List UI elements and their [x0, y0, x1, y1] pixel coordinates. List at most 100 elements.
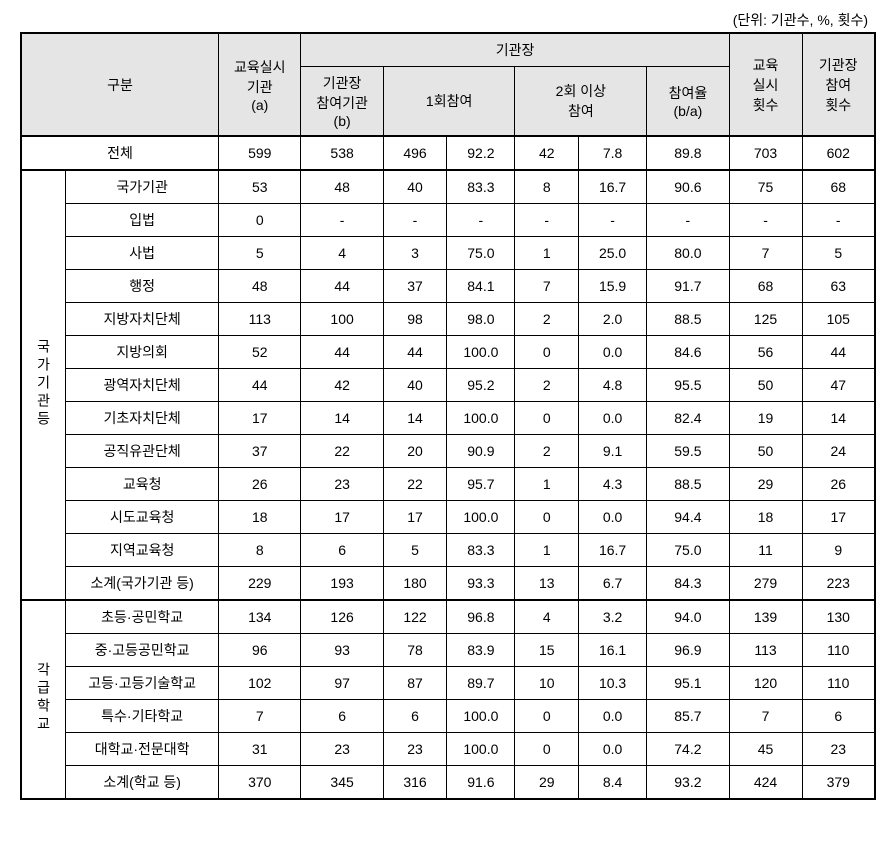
cell-c2: 83.9	[447, 634, 515, 667]
row-label: 지방자치단체	[66, 303, 219, 336]
cell-e: 94.0	[647, 600, 729, 634]
cell-d2: 0.0	[578, 501, 646, 534]
cell-b: -	[301, 204, 383, 237]
cell-e: 91.7	[647, 270, 729, 303]
cell-c2: 92.2	[447, 136, 515, 170]
cell-d1: 0	[515, 733, 579, 766]
cell-d1: 8	[515, 170, 579, 204]
header-col-a: 교육실시 기관 (a)	[219, 33, 301, 136]
cell-d1: 0	[515, 402, 579, 435]
cell-e: 59.5	[647, 435, 729, 468]
cell-c2: 75.0	[447, 237, 515, 270]
cell-c2: 98.0	[447, 303, 515, 336]
cell-g: 63	[802, 270, 875, 303]
cell-a: 17	[219, 402, 301, 435]
header-col-b: 기관장 참여기관 (b)	[301, 67, 383, 137]
table-row: 지역교육청86583.3116.775.0119	[21, 534, 875, 567]
cell-a: 7	[219, 700, 301, 733]
row-label: 기초자치단체	[66, 402, 219, 435]
cell-c2: 83.3	[447, 534, 515, 567]
header-col-f: 교육 실시 횟수	[729, 33, 802, 136]
cell-b: 6	[301, 534, 383, 567]
cell-g: -	[802, 204, 875, 237]
cell-f: 45	[729, 733, 802, 766]
cell-e: 84.6	[647, 336, 729, 369]
cell-d2: 15.9	[578, 270, 646, 303]
cell-c2: 90.9	[447, 435, 515, 468]
cell-c1: 180	[383, 567, 447, 601]
cell-a: 26	[219, 468, 301, 501]
table-row: 행정48443784.1715.991.76863	[21, 270, 875, 303]
cell-f: 125	[729, 303, 802, 336]
cell-a: 113	[219, 303, 301, 336]
cell-a: 52	[219, 336, 301, 369]
cell-d2: 9.1	[578, 435, 646, 468]
cell-d2: 0.0	[578, 336, 646, 369]
cell-g: 9	[802, 534, 875, 567]
cell-d2: -	[578, 204, 646, 237]
cell-f: 279	[729, 567, 802, 601]
cell-c2: 100.0	[447, 733, 515, 766]
cell-c1: 22	[383, 468, 447, 501]
cell-e: 90.6	[647, 170, 729, 204]
cell-a: 134	[219, 600, 301, 634]
table-row: 고등·고등기술학교102978789.71010.395.1120110	[21, 667, 875, 700]
cell-b: 193	[301, 567, 383, 601]
row-label: 소계(학교 등)	[66, 766, 219, 800]
cell-d2: 4.8	[578, 369, 646, 402]
cell-e: 85.7	[647, 700, 729, 733]
cell-a: 370	[219, 766, 301, 800]
cell-b: 126	[301, 600, 383, 634]
table-row: 시도교육청181717100.000.094.41817	[21, 501, 875, 534]
cell-f: 7	[729, 237, 802, 270]
data-table: 구분 교육실시 기관 (a) 기관장 교육 실시 횟수 기관장 참여 횟수 기관…	[20, 32, 876, 800]
cell-f: 75	[729, 170, 802, 204]
row-label: 행정	[66, 270, 219, 303]
row-label: 소계(국가기관 등)	[66, 567, 219, 601]
table-row: 중·고등공민학교96937883.91516.196.9113110	[21, 634, 875, 667]
cell-f: 68	[729, 270, 802, 303]
cell-b: 345	[301, 766, 383, 800]
cell-b: 44	[301, 270, 383, 303]
table-row: 소계(학교 등)37034531691.6298.493.2424379	[21, 766, 875, 800]
cell-e: 89.8	[647, 136, 729, 170]
cell-d1: -	[515, 204, 579, 237]
row-label: 공직유관단체	[66, 435, 219, 468]
group-label-national: 국가기관등	[21, 170, 66, 600]
table-row: 국가기관등국가기관53484083.3816.790.67568	[21, 170, 875, 204]
header-head-group: 기관장	[301, 33, 729, 67]
cell-c1: 20	[383, 435, 447, 468]
cell-f: 19	[729, 402, 802, 435]
cell-d1: 15	[515, 634, 579, 667]
row-label: 중·고등공민학교	[66, 634, 219, 667]
cell-d1: 0	[515, 501, 579, 534]
cell-g: 379	[802, 766, 875, 800]
table-row: 소계(국가기관 등)22919318093.3136.784.3279223	[21, 567, 875, 601]
cell-g: 68	[802, 170, 875, 204]
table-row: 사법54375.0125.080.075	[21, 237, 875, 270]
cell-c1: 316	[383, 766, 447, 800]
cell-b: 17	[301, 501, 383, 534]
cell-c1: 37	[383, 270, 447, 303]
table-row: 공직유관단체37222090.929.159.55024	[21, 435, 875, 468]
table-row: 교육청26232295.714.388.52926	[21, 468, 875, 501]
cell-g: 26	[802, 468, 875, 501]
cell-c1: 496	[383, 136, 447, 170]
table-row: 대학교·전문대학312323100.000.074.24523	[21, 733, 875, 766]
table-row-total: 전체 59953849692.2427.889.8703602	[21, 136, 875, 170]
cell-c2: -	[447, 204, 515, 237]
cell-d2: 3.2	[578, 600, 646, 634]
row-label: 사법	[66, 237, 219, 270]
row-label: 고등·고등기술학교	[66, 667, 219, 700]
cell-d2: 4.3	[578, 468, 646, 501]
cell-d2: 0.0	[578, 402, 646, 435]
cell-g: 6	[802, 700, 875, 733]
cell-a: 0	[219, 204, 301, 237]
cell-d1: 1	[515, 468, 579, 501]
cell-c1: 78	[383, 634, 447, 667]
row-label: 특수·기타학교	[66, 700, 219, 733]
cell-d1: 1	[515, 237, 579, 270]
cell-f: 7	[729, 700, 802, 733]
cell-c2: 100.0	[447, 336, 515, 369]
group-label-school: 각급학교	[21, 600, 66, 799]
